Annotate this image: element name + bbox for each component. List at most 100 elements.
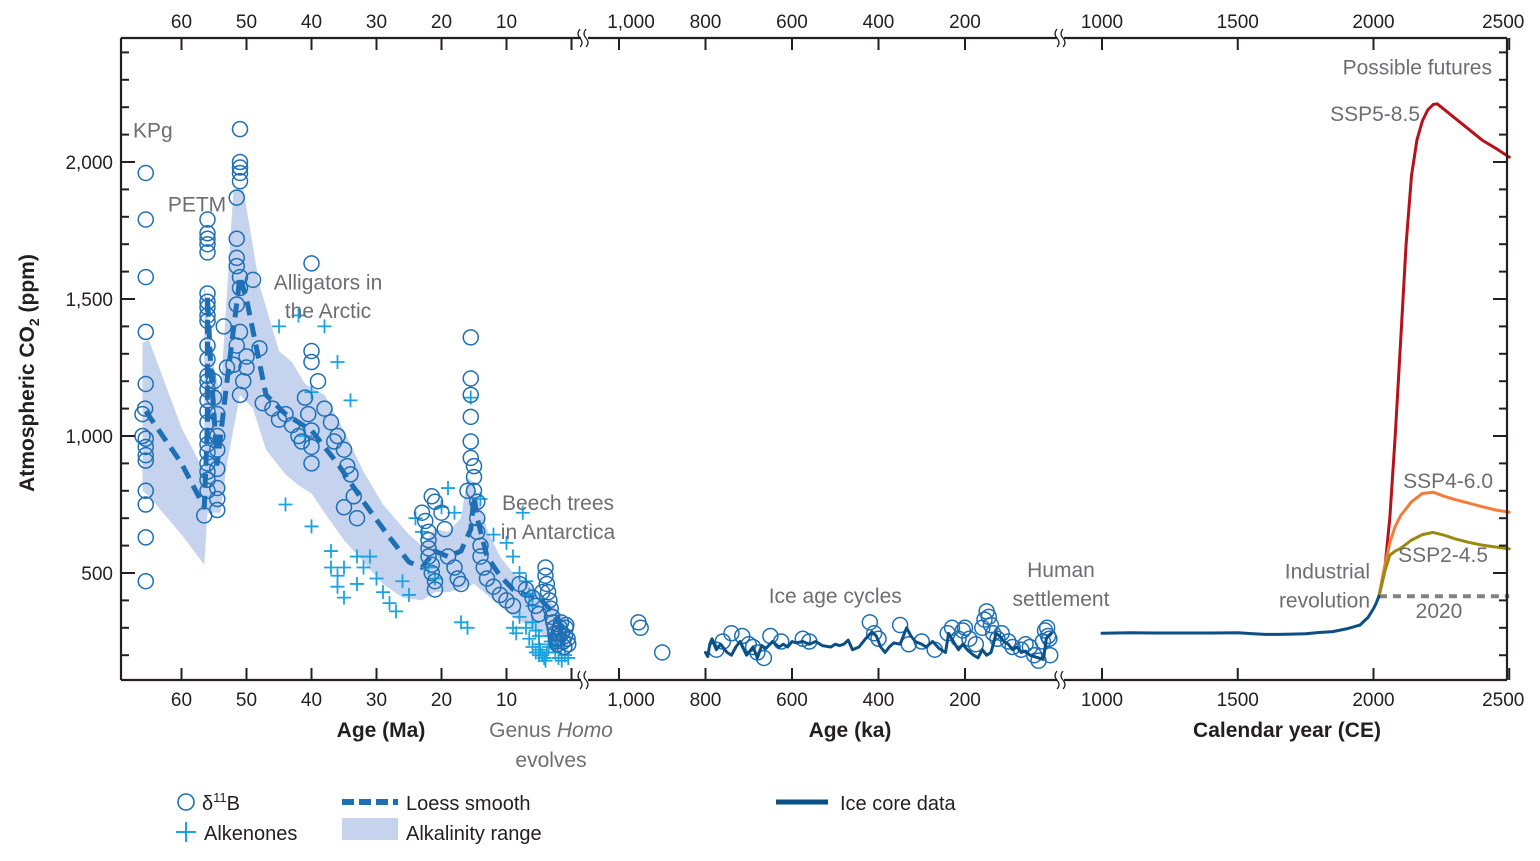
y-axis-title-sub: 2	[26, 318, 42, 326]
y-tick-label: 2,000	[65, 153, 113, 174]
series-line-ssp4-6-0-ce	[1377, 490, 1511, 598]
d11b-point	[205, 372, 223, 390]
annotation-in-antarctica: in Antarctica	[501, 521, 616, 544]
d11b-point	[209, 441, 226, 458]
legend-band-swatch	[342, 818, 398, 840]
x-tick-label-top-ka: 600	[776, 12, 808, 33]
annotation-homo-evolves: evolves	[515, 749, 586, 772]
d11b-point	[199, 312, 216, 330]
x-tick-label-bottom-ma: 20	[431, 690, 452, 711]
d11b-point	[541, 592, 558, 609]
d11b-point	[335, 441, 353, 458]
d11b-point	[462, 329, 479, 346]
d11b-point	[199, 211, 216, 228]
alkenone-point	[363, 549, 377, 564]
d11b-point	[556, 627, 574, 645]
alkenone-point	[369, 571, 384, 586]
d11b-point	[316, 400, 333, 417]
y-tick-label: 1,000	[65, 427, 113, 448]
d11b-point	[309, 372, 327, 390]
alkenone-point	[382, 596, 397, 611]
x-tick-label-top-ka: 400	[863, 12, 895, 33]
x-tick-label-top-ma: 30	[366, 12, 387, 33]
legend-plus-icon	[176, 822, 196, 842]
d11b-point	[303, 455, 320, 472]
alkenone-point	[330, 355, 345, 370]
d11b-point	[891, 616, 909, 634]
d11b-point	[137, 496, 154, 513]
axis-break-icon	[1054, 28, 1066, 48]
d11b-point	[199, 235, 216, 253]
alkenone-point	[402, 587, 416, 602]
x-tick-label-top-ce: 1000	[1081, 12, 1123, 33]
d11b-point	[215, 318, 232, 335]
x-tick-label-bottom-ce: 1500	[1217, 690, 1259, 711]
d11b-point	[296, 389, 314, 406]
x-tick-label-bottom-ce: 2500	[1482, 690, 1524, 711]
axis-break-icon	[577, 670, 589, 690]
d11b-point	[967, 635, 985, 653]
d11b-point	[303, 342, 320, 360]
d11b-point	[478, 570, 496, 587]
d11b-point	[199, 293, 216, 310]
alkenone-point	[330, 579, 345, 594]
d11b-point	[209, 427, 226, 445]
legend-label-alkenones: Alkenones	[204, 823, 297, 845]
annotation-alligators-in: Alligators in	[274, 271, 383, 294]
d11b-point	[228, 257, 245, 275]
d11b-point	[469, 509, 486, 527]
d11b-point	[209, 460, 226, 478]
x-tick-label-top-ka: 1,000	[607, 12, 655, 33]
d11b-point	[303, 422, 320, 439]
x-tick-label-bottom-ka: 600	[776, 690, 808, 711]
annotation-industrial: Industrial	[1285, 560, 1370, 583]
d11b-point	[348, 509, 366, 527]
alkenone-point	[291, 308, 306, 323]
d11b-point	[137, 482, 154, 500]
d11b-point	[134, 405, 151, 423]
d11b-point	[475, 559, 492, 576]
annotation-2020: 2020	[1416, 600, 1463, 623]
d11b-point	[199, 351, 216, 368]
legend-item-loess: Loess smooth	[342, 793, 531, 815]
d11b-point	[231, 172, 249, 190]
d11b-point	[303, 438, 320, 456]
d11b-point	[228, 189, 245, 206]
d11b-point	[225, 356, 242, 374]
alkenone-point	[304, 385, 319, 400]
y-axis-title-unit: (ppm)	[16, 254, 39, 318]
legend-label-ice-core: Ice core data	[840, 793, 957, 815]
d11b-point	[485, 578, 502, 595]
legend: δ11B Alkenones Loess smooth Alkalinity r…	[176, 790, 957, 845]
annotation-layer: KPg PETM Alligators in the Arctic Beech tree…	[133, 56, 1493, 623]
d11b-point	[199, 224, 216, 242]
x-tick-label-bottom-ka: 1,000	[607, 690, 655, 711]
series-line-ice-core-data-ka	[704, 626, 1053, 661]
superscript-11: 11	[213, 790, 227, 805]
legend-item-alkenones: Alkenones	[176, 822, 297, 845]
d11b-point	[420, 548, 437, 565]
alkenone-point	[324, 544, 338, 559]
annotation-petm: PETM	[168, 193, 226, 216]
legend-item-ice-core: Ice core data	[776, 793, 957, 815]
alkenone-point	[512, 609, 527, 624]
x-tick-label-top-ma: 10	[496, 12, 517, 33]
d11b-point	[632, 619, 649, 637]
d11b-point	[244, 271, 262, 289]
annotation-ssp5-8-5: SSP5-8.5	[1330, 103, 1420, 126]
d11b-point	[1004, 638, 1021, 656]
alkenone-point	[376, 585, 390, 600]
d11b-point	[137, 430, 154, 447]
d11b-point	[462, 370, 479, 387]
d11b-point	[199, 427, 216, 445]
d11b-point	[209, 501, 226, 519]
legend-circle-icon	[177, 793, 195, 811]
x-axis-title-ce: Calendar year (CE)	[1193, 719, 1381, 742]
d11b-point	[199, 298, 216, 316]
d11b-point	[293, 433, 310, 450]
d11b-point	[199, 403, 216, 420]
d11b-point	[980, 608, 998, 626]
d11b-point	[989, 630, 1006, 648]
x-tick-label-top-ka: 200	[949, 12, 981, 33]
x-tick-label-bottom-ma: 30	[366, 690, 387, 711]
